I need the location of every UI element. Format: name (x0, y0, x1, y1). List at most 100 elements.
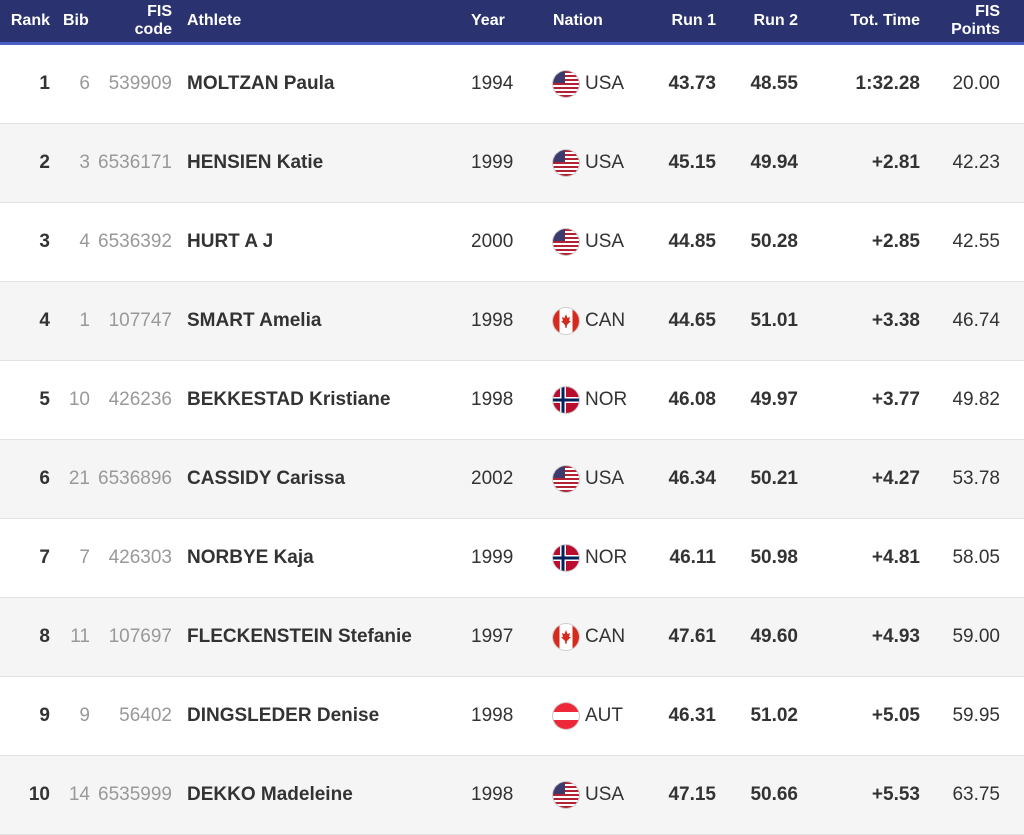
fis-code-cell: 426303 (108, 547, 172, 568)
table-row[interactable]: 5 10 426236 BEKKESTAD Kristiane 1998 NOR 46.08… (0, 361, 1024, 440)
run1-cell: 46.31 (668, 705, 716, 726)
fis-code-cell: 6536896 (98, 468, 172, 489)
year-cell: 1998 (471, 705, 514, 726)
header-nation[interactable]: Nation (553, 12, 603, 29)
nation-cell: USA (553, 124, 638, 202)
table-row[interactable]: 2 3 6536171 HENSIEN Katie 1999 USA 45.15 49.94 +… (0, 124, 1024, 203)
athlete-name[interactable]: SMART Amelia (187, 310, 322, 331)
athlete-name[interactable]: HENSIEN Katie (187, 152, 324, 173)
table-row[interactable]: 6 21 6536896 CASSIDY Carissa 2002 USA 46.34 50.… (0, 440, 1024, 519)
athlete-name[interactable]: DEKKO Madeleine (187, 784, 353, 805)
bib-cell: 9 (79, 705, 90, 726)
fis-points-cell: 42.23 (952, 152, 1000, 173)
table-header: Rank Bib FIS code Athlete Year Nation Run… (0, 0, 1024, 45)
bib-cell: 6 (79, 73, 90, 94)
bib-cell: 4 (79, 231, 90, 252)
nation-cell: AUT (553, 677, 638, 755)
run2-cell: 50.98 (750, 547, 798, 568)
athlete-name[interactable]: BEKKESTAD Kristiane (187, 389, 391, 410)
year-cell: 1999 (471, 152, 514, 173)
rank-cell: 7 (39, 547, 50, 568)
norway-flag-icon (553, 545, 579, 571)
bib-cell: 21 (68, 468, 90, 489)
run2-cell: 50.28 (750, 231, 798, 252)
bib-cell: 11 (70, 626, 90, 647)
header-fis-code[interactable]: FIS code (134, 3, 172, 38)
bib-cell: 14 (68, 784, 90, 805)
fis-points-cell: 59.95 (952, 705, 1000, 726)
year-cell: 1994 (471, 73, 514, 94)
year-cell: 1997 (471, 626, 514, 647)
table-row[interactable]: 1 6 539909 MOLTZAN Paula 1994 USA 43.73 48.55 1:… (0, 45, 1024, 124)
header-athlete[interactable]: Athlete (187, 12, 242, 29)
nation-cell: USA (553, 756, 638, 834)
run2-cell: 51.01 (750, 310, 798, 331)
run1-cell: 47.15 (668, 784, 716, 805)
bib-cell: 1 (79, 310, 90, 331)
rank-cell: 10 (28, 784, 50, 805)
norway-flag-icon (553, 387, 579, 413)
run2-cell: 51.02 (750, 705, 798, 726)
total-time-cell: +5.53 (871, 784, 920, 805)
fis-code-cell: 107697 (108, 626, 172, 647)
nation-cell: CAN (553, 598, 638, 676)
run1-cell: 47.61 (668, 626, 716, 647)
run1-cell: 46.11 (669, 547, 717, 568)
table-row[interactable]: 9 9 56402 DINGSLEDER Denise 1998 AUT 46.31 51.0… (0, 677, 1024, 756)
rank-cell: 3 (39, 231, 50, 252)
header-tot-time[interactable]: Tot. Time (850, 12, 920, 29)
header-run2[interactable]: Run 2 (753, 12, 798, 29)
canada-flag-icon (553, 624, 579, 650)
usa-flag-icon (553, 150, 579, 176)
athlete-name[interactable]: MOLTZAN Paula (187, 73, 335, 94)
rank-cell: 8 (39, 626, 50, 647)
fis-points-cell: 42.55 (952, 231, 1000, 252)
bib-cell: 3 (79, 152, 90, 173)
run2-cell: 50.66 (750, 784, 798, 805)
athlete-name[interactable]: CASSIDY Carissa (187, 468, 346, 489)
fis-code-cell: 56402 (119, 705, 172, 726)
total-time-cell: +4.81 (871, 547, 920, 568)
year-cell: 1998 (471, 310, 514, 331)
header-fis-points[interactable]: FIS Points (951, 3, 1000, 38)
athlete-name[interactable]: HURT A J (187, 231, 274, 252)
rank-cell: 4 (39, 310, 50, 331)
run2-cell: 49.94 (750, 152, 798, 173)
table-row[interactable]: 3 4 6536392 HURT A J 2000 USA 44.85 50.28 +2.85 4… (0, 203, 1024, 282)
rank-cell: 9 (39, 705, 50, 726)
rank-cell: 1 (39, 73, 50, 94)
fis-points-cell: 20.00 (952, 73, 1000, 94)
athlete-name[interactable]: NORBYE Kaja (187, 547, 314, 568)
usa-flag-icon (553, 71, 579, 97)
header-year[interactable]: Year (471, 12, 505, 29)
fis-code-cell: 6536171 (98, 152, 172, 173)
table-row[interactable]: 8 11 107697 FLECKENSTEIN Stefanie 1997 CAN 47.… (0, 598, 1024, 677)
table-body: 1 6 539909 MOLTZAN Paula 1994 USA 43.73 48.55 1:… (0, 45, 1024, 835)
run2-cell: 49.97 (750, 389, 798, 410)
run2-cell: 48.55 (750, 73, 798, 94)
fis-code-cell: 539909 (108, 73, 172, 94)
athlete-name[interactable]: FLECKENSTEIN Stefanie (187, 626, 412, 647)
header-bib[interactable]: Bib (63, 12, 89, 29)
fis-points-cell: 53.78 (952, 468, 1000, 489)
fis-code-cell: 426236 (108, 389, 172, 410)
header-run1[interactable]: Run 1 (671, 12, 716, 29)
run1-cell: 44.65 (668, 310, 716, 331)
run1-cell: 45.15 (668, 152, 716, 173)
table-row[interactable]: 4 1 107747 SMART Amelia 1998 CAN 44.65 51.01 +3.… (0, 282, 1024, 361)
usa-flag-icon (553, 782, 579, 808)
table-row[interactable]: 7 7 426303 NORBYE Kaja 1999 NOR 46.11 50.98 +4.8… (0, 519, 1024, 598)
athlete-name[interactable]: DINGSLEDER Denise (187, 705, 380, 726)
nation-cell: USA (553, 45, 638, 123)
table-row[interactable]: 10 14 6535999 DEKKO Madeleine 1998 USA 47.15 50… (0, 756, 1024, 835)
header-rank[interactable]: Rank (10, 12, 50, 29)
rank-cell: 5 (39, 389, 50, 410)
usa-flag-icon (553, 466, 579, 492)
canada-flag-icon (553, 308, 579, 334)
total-time-cell: 1:32.28 (855, 73, 920, 94)
rank-cell: 2 (39, 152, 50, 173)
run1-cell: 46.08 (668, 389, 716, 410)
total-time-cell: +3.77 (871, 389, 920, 410)
bib-cell: 10 (68, 389, 90, 410)
